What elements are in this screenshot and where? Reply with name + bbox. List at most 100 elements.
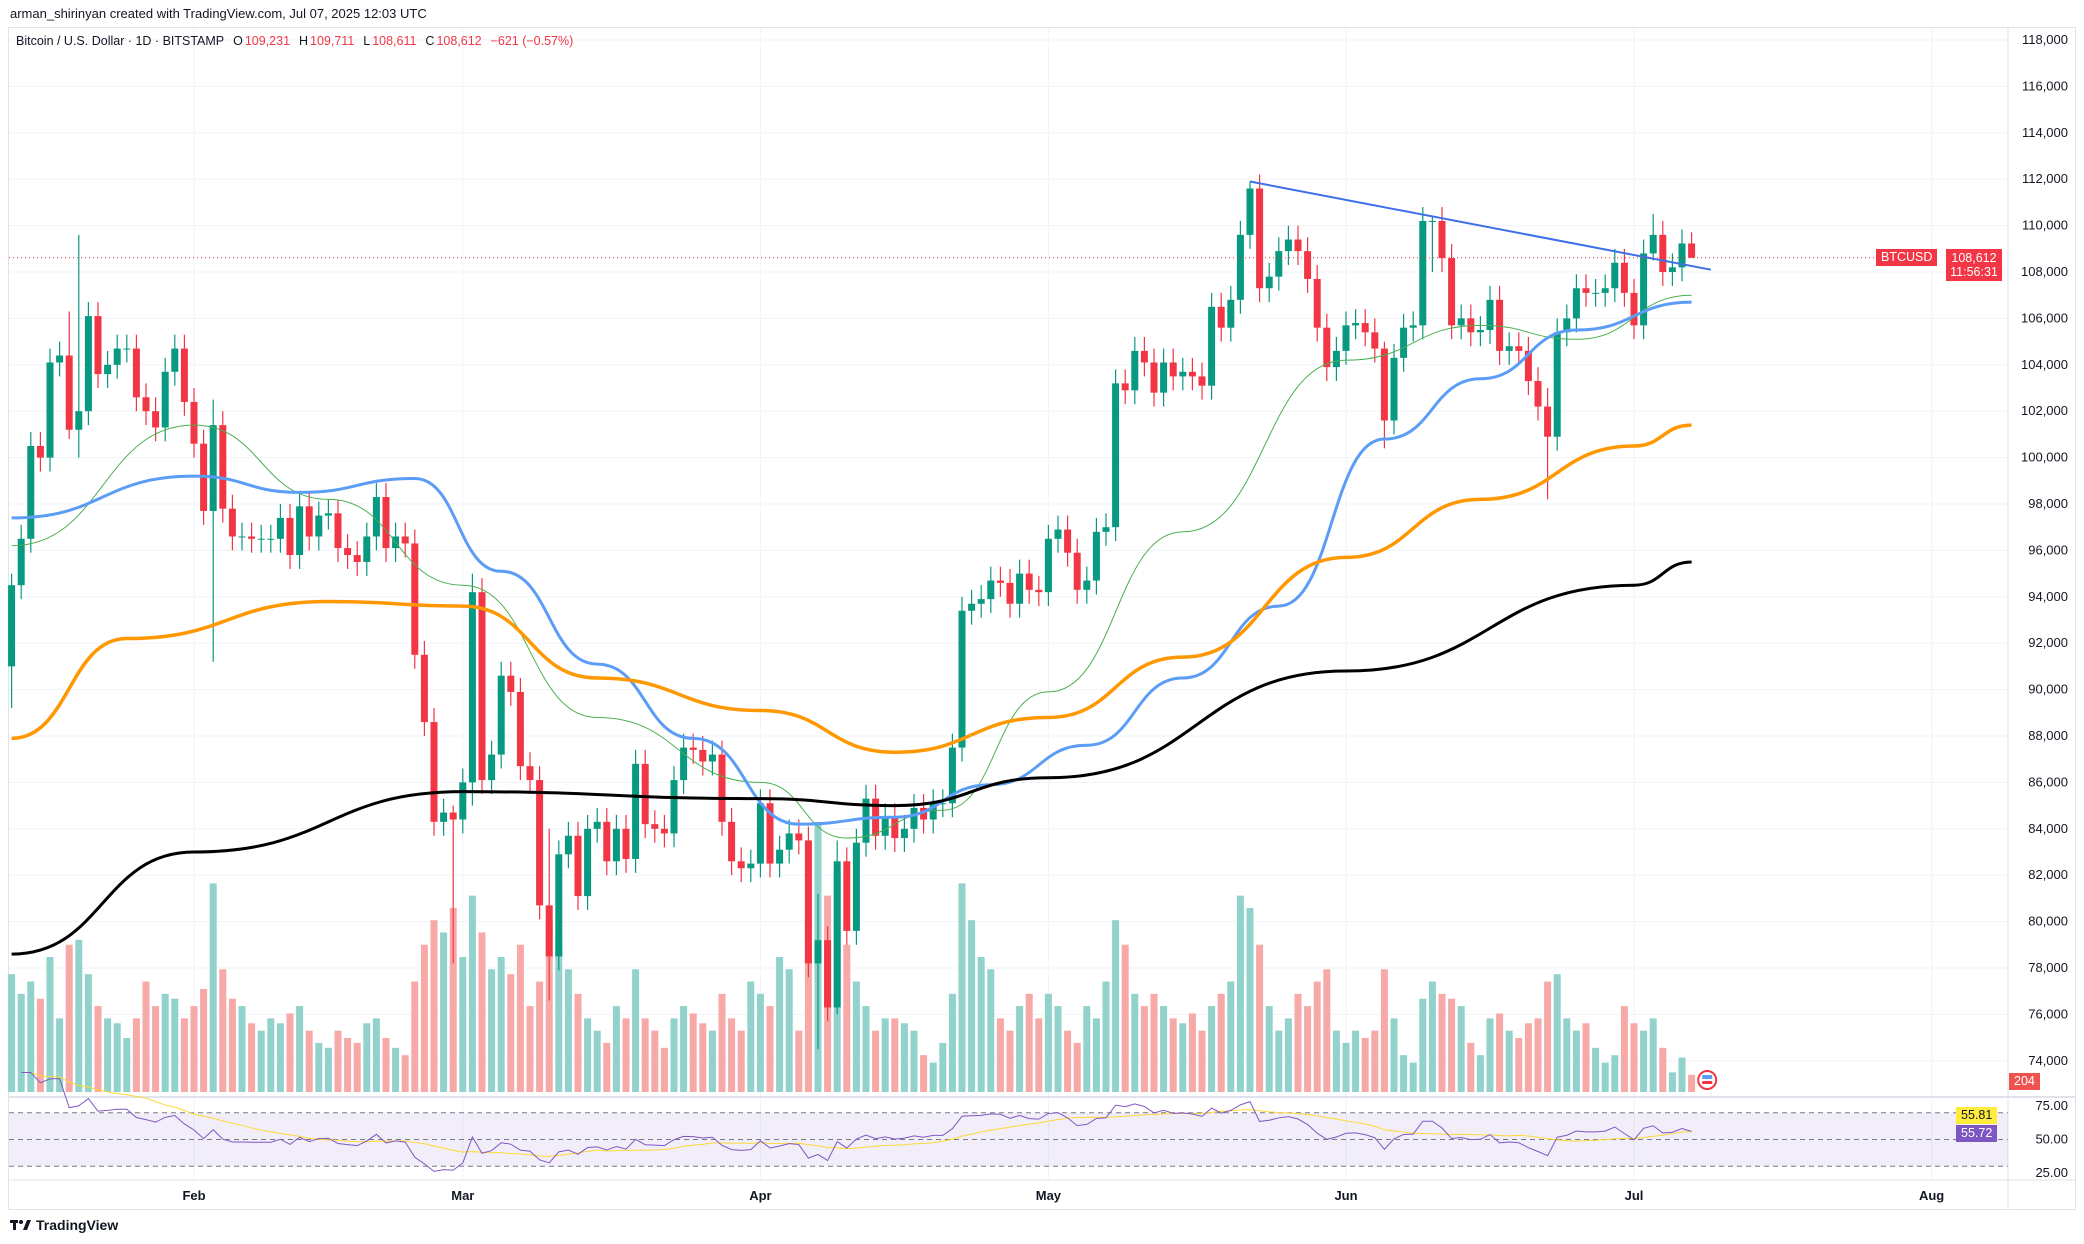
volume-bar <box>948 993 956 1092</box>
candle-body <box>1419 220 1427 326</box>
time-axis-label: Feb <box>182 1188 205 1203</box>
candle-body <box>180 348 188 402</box>
last-price-tag: 108,612 11:56:31 <box>1946 249 2002 281</box>
volume-bar <box>123 1038 131 1092</box>
volume-bar <box>286 1013 294 1092</box>
candle-body <box>1131 350 1139 391</box>
volume-bar <box>430 920 438 1092</box>
price-axis-label: 112,000 <box>2022 171 2068 186</box>
candle-body <box>488 754 496 781</box>
volume-bar <box>1313 981 1321 1092</box>
candle-body <box>17 538 25 586</box>
volume-bar <box>1284 1018 1292 1092</box>
candle-body <box>1678 243 1686 268</box>
candle-body <box>401 536 409 544</box>
price-axis-label: 78,000 <box>2028 960 2068 975</box>
candle-body <box>516 691 524 767</box>
volume-bar <box>142 981 150 1092</box>
volume-bar <box>555 939 563 1092</box>
candle-body <box>353 555 361 562</box>
volume-bar <box>574 993 582 1092</box>
candle-body <box>718 754 726 822</box>
candle-body <box>219 425 227 509</box>
volume-bar <box>1544 981 1552 1092</box>
volume-bar <box>1073 1042 1081 1092</box>
candle-body <box>1476 330 1484 333</box>
volume-bar <box>1409 1062 1417 1092</box>
volume-bar <box>545 920 553 1092</box>
volume-bar <box>1361 1038 1369 1092</box>
volume-bar <box>56 1018 64 1092</box>
symbol-title[interactable]: Bitcoin / U.S. Dollar · 1D · BITSTAMP <box>16 34 225 48</box>
volume-bar <box>392 1047 400 1092</box>
volume-bar <box>1476 1055 1484 1092</box>
volume-bar <box>1524 1023 1532 1092</box>
high-label: H <box>298 34 309 48</box>
volume-bar <box>1505 1030 1513 1092</box>
volume-bar <box>305 1030 313 1092</box>
low-label: L <box>363 34 371 48</box>
candle-body <box>795 833 803 841</box>
volume-bar <box>1457 1006 1465 1092</box>
moving-average-sma_fast <box>11 294 1692 839</box>
candle-body <box>1083 580 1091 590</box>
volume-bar <box>1035 1018 1043 1092</box>
volume-bar <box>440 932 448 1092</box>
volume-bar <box>1025 993 1033 1092</box>
candle-body <box>420 654 428 723</box>
volume-bar <box>900 1023 908 1092</box>
volume-bar <box>1688 1074 1696 1092</box>
candle-body <box>1044 538 1052 593</box>
candle-body <box>785 833 793 850</box>
volume-bar <box>75 939 83 1092</box>
candle-body <box>334 513 342 549</box>
volume-bar <box>507 974 515 1092</box>
candle-body <box>756 803 764 864</box>
candle-body <box>1236 234 1244 300</box>
volume-bar <box>776 957 784 1092</box>
volume-bar <box>680 1006 688 1092</box>
candle-body <box>1265 276 1273 289</box>
candle-body <box>1035 589 1043 593</box>
time-axis-label: Mar <box>451 1188 474 1203</box>
volume-bar <box>132 1018 140 1092</box>
candle-body <box>449 812 457 820</box>
volume-bar <box>1390 1018 1398 1092</box>
candle-body <box>584 828 592 897</box>
candle-body <box>843 861 851 931</box>
time-axis-label: Apr <box>749 1188 771 1203</box>
candle-body <box>824 940 832 1008</box>
volume-bar <box>372 1018 380 1092</box>
volume-bar <box>296 1006 304 1092</box>
volume-bar <box>708 1030 716 1092</box>
tradingview-logo[interactable]: TradingView <box>10 1217 118 1233</box>
volume-bar <box>180 1018 188 1092</box>
candle-body <box>142 397 150 412</box>
candle-body <box>1438 220 1446 259</box>
volume-bar <box>353 1042 361 1092</box>
candle-body <box>641 763 649 825</box>
candle-body <box>555 854 563 957</box>
candle-body <box>132 348 140 398</box>
volume-bar <box>1620 1006 1628 1092</box>
volume-bar <box>190 1006 198 1092</box>
volume-bar <box>516 944 524 1092</box>
volume-bar <box>872 1030 880 1092</box>
volume-bar <box>718 993 726 1092</box>
volume-bar <box>219 969 227 1092</box>
volume-bar <box>1102 981 1110 1092</box>
candle-body <box>996 580 1004 583</box>
volume-bar <box>1342 1042 1350 1092</box>
volume-bar <box>1592 1047 1600 1092</box>
tradingview-logo-icon <box>10 1220 31 1230</box>
volume-bar <box>1438 993 1446 1092</box>
logo-text: TradingView <box>36 1217 119 1233</box>
open-label: O <box>233 34 243 48</box>
volume-bar <box>977 957 985 1092</box>
us-flag-event-icon-part <box>1702 1081 1713 1084</box>
volume-bar <box>1131 993 1139 1092</box>
high-value: 109,711 <box>310 34 355 48</box>
volume-bar <box>382 1038 390 1092</box>
volume-bar <box>756 993 764 1092</box>
